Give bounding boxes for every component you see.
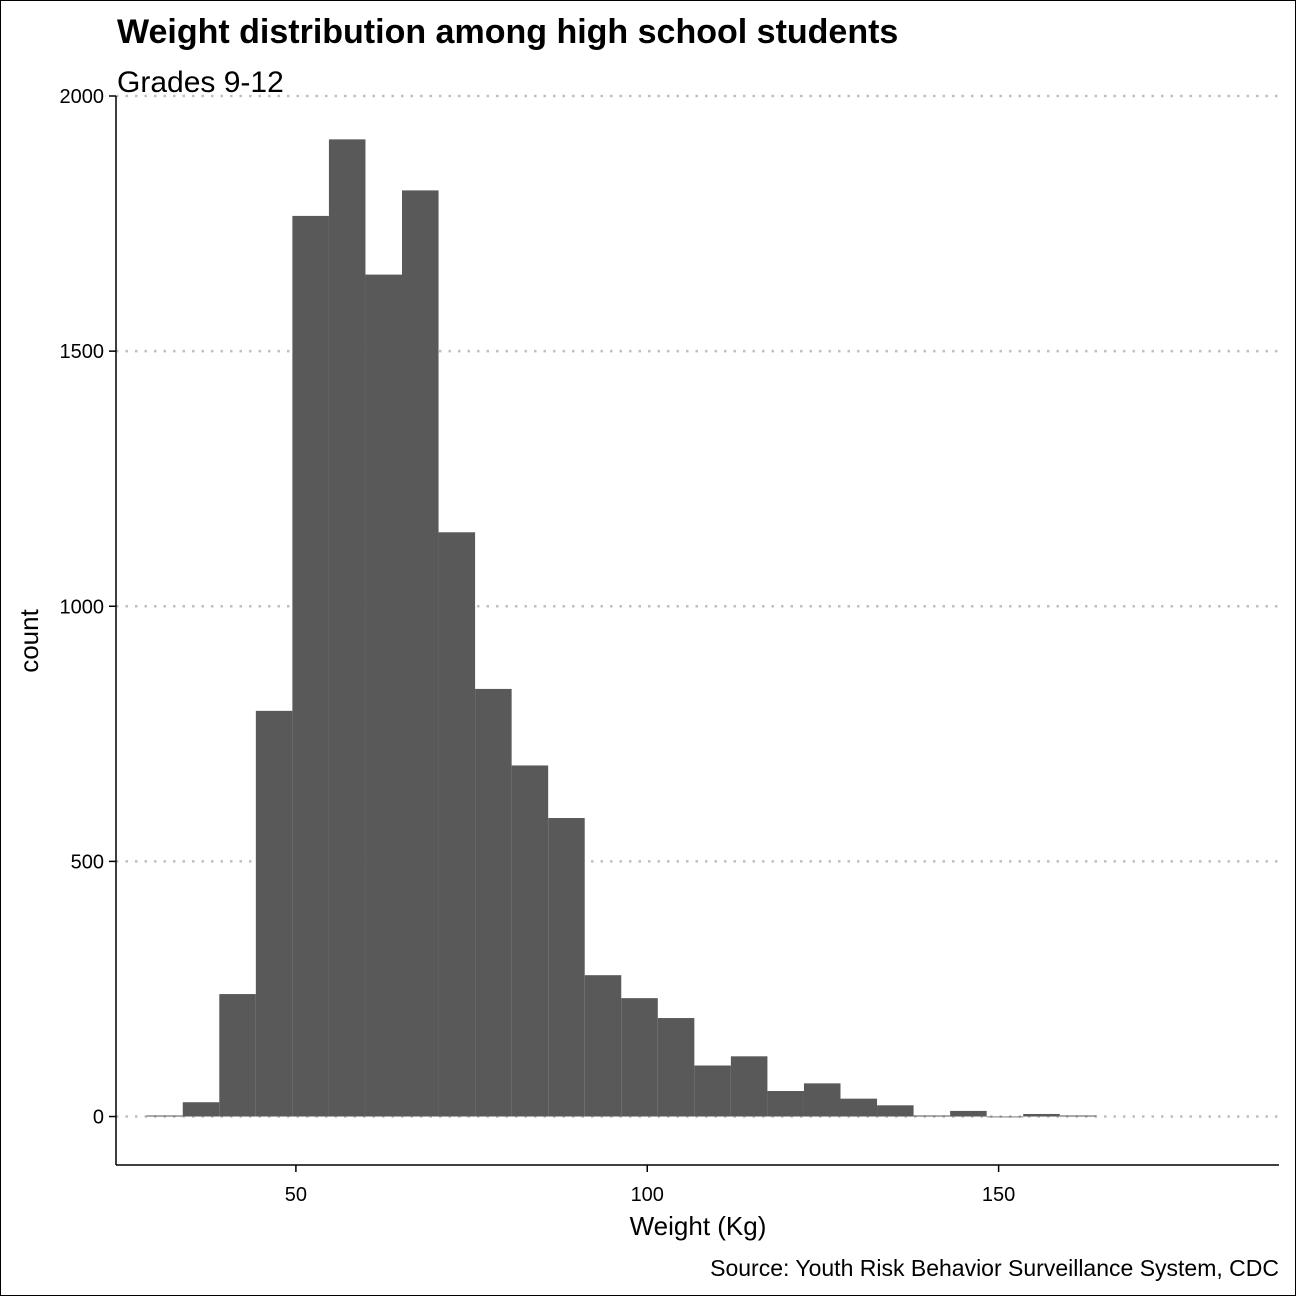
histogram-bar	[621, 998, 658, 1117]
histogram-bar	[877, 1105, 914, 1117]
chart-title: Weight distribution among high school st…	[117, 13, 898, 51]
histogram-bar	[694, 1065, 731, 1117]
histogram-bar	[840, 1098, 878, 1117]
histogram-bar	[219, 994, 256, 1117]
histogram-bar	[402, 190, 439, 1117]
x-axis-ticks: 50 100 150	[285, 1165, 1015, 1206]
histogram-bar	[730, 1056, 768, 1117]
histogram-bar	[292, 215, 329, 1117]
y-tick-label: 1500	[60, 341, 105, 363]
histogram-bar	[365, 274, 403, 1117]
histogram-bar	[255, 710, 293, 1117]
chart-subtitle: Grades 9-12	[117, 66, 284, 99]
histogram-bar	[986, 1116, 1024, 1118]
y-tick-label: 500	[71, 851, 104, 873]
bars	[146, 139, 1097, 1118]
histogram-bar	[950, 1110, 987, 1117]
histogram-bar	[328, 139, 366, 1117]
histogram-bar	[548, 818, 585, 1117]
x-tick-label: 100	[631, 1184, 664, 1206]
x-axis-label: Weight (Kg)	[630, 1211, 767, 1241]
y-axis-label: count	[14, 608, 44, 672]
y-tick-label: 1000	[60, 596, 105, 618]
y-axis-ticks: 0 500 1000 1500 2000	[60, 86, 116, 1129]
x-tick-label: 150	[982, 1184, 1015, 1206]
y-tick-label: 2000	[60, 86, 105, 108]
histogram-bar	[913, 1115, 951, 1117]
histogram-bar	[1059, 1115, 1097, 1117]
histogram-bar	[182, 1102, 220, 1117]
axes	[115, 96, 1279, 1166]
histogram-bar	[803, 1083, 841, 1117]
histogram-bar	[511, 765, 549, 1117]
histogram-bar	[475, 688, 512, 1117]
histogram-bar	[1023, 1113, 1060, 1117]
histogram-bar	[767, 1091, 804, 1117]
y-tick-label: 0	[93, 1107, 104, 1129]
histogram-bar	[584, 975, 622, 1117]
chart-caption: Source: Youth Risk Behavior Surveillance…	[710, 1255, 1279, 1281]
x-tick-label: 50	[285, 1184, 307, 1206]
histogram-bar	[657, 1018, 695, 1117]
histogram-bar	[146, 1115, 183, 1117]
histogram-bar	[438, 532, 476, 1117]
